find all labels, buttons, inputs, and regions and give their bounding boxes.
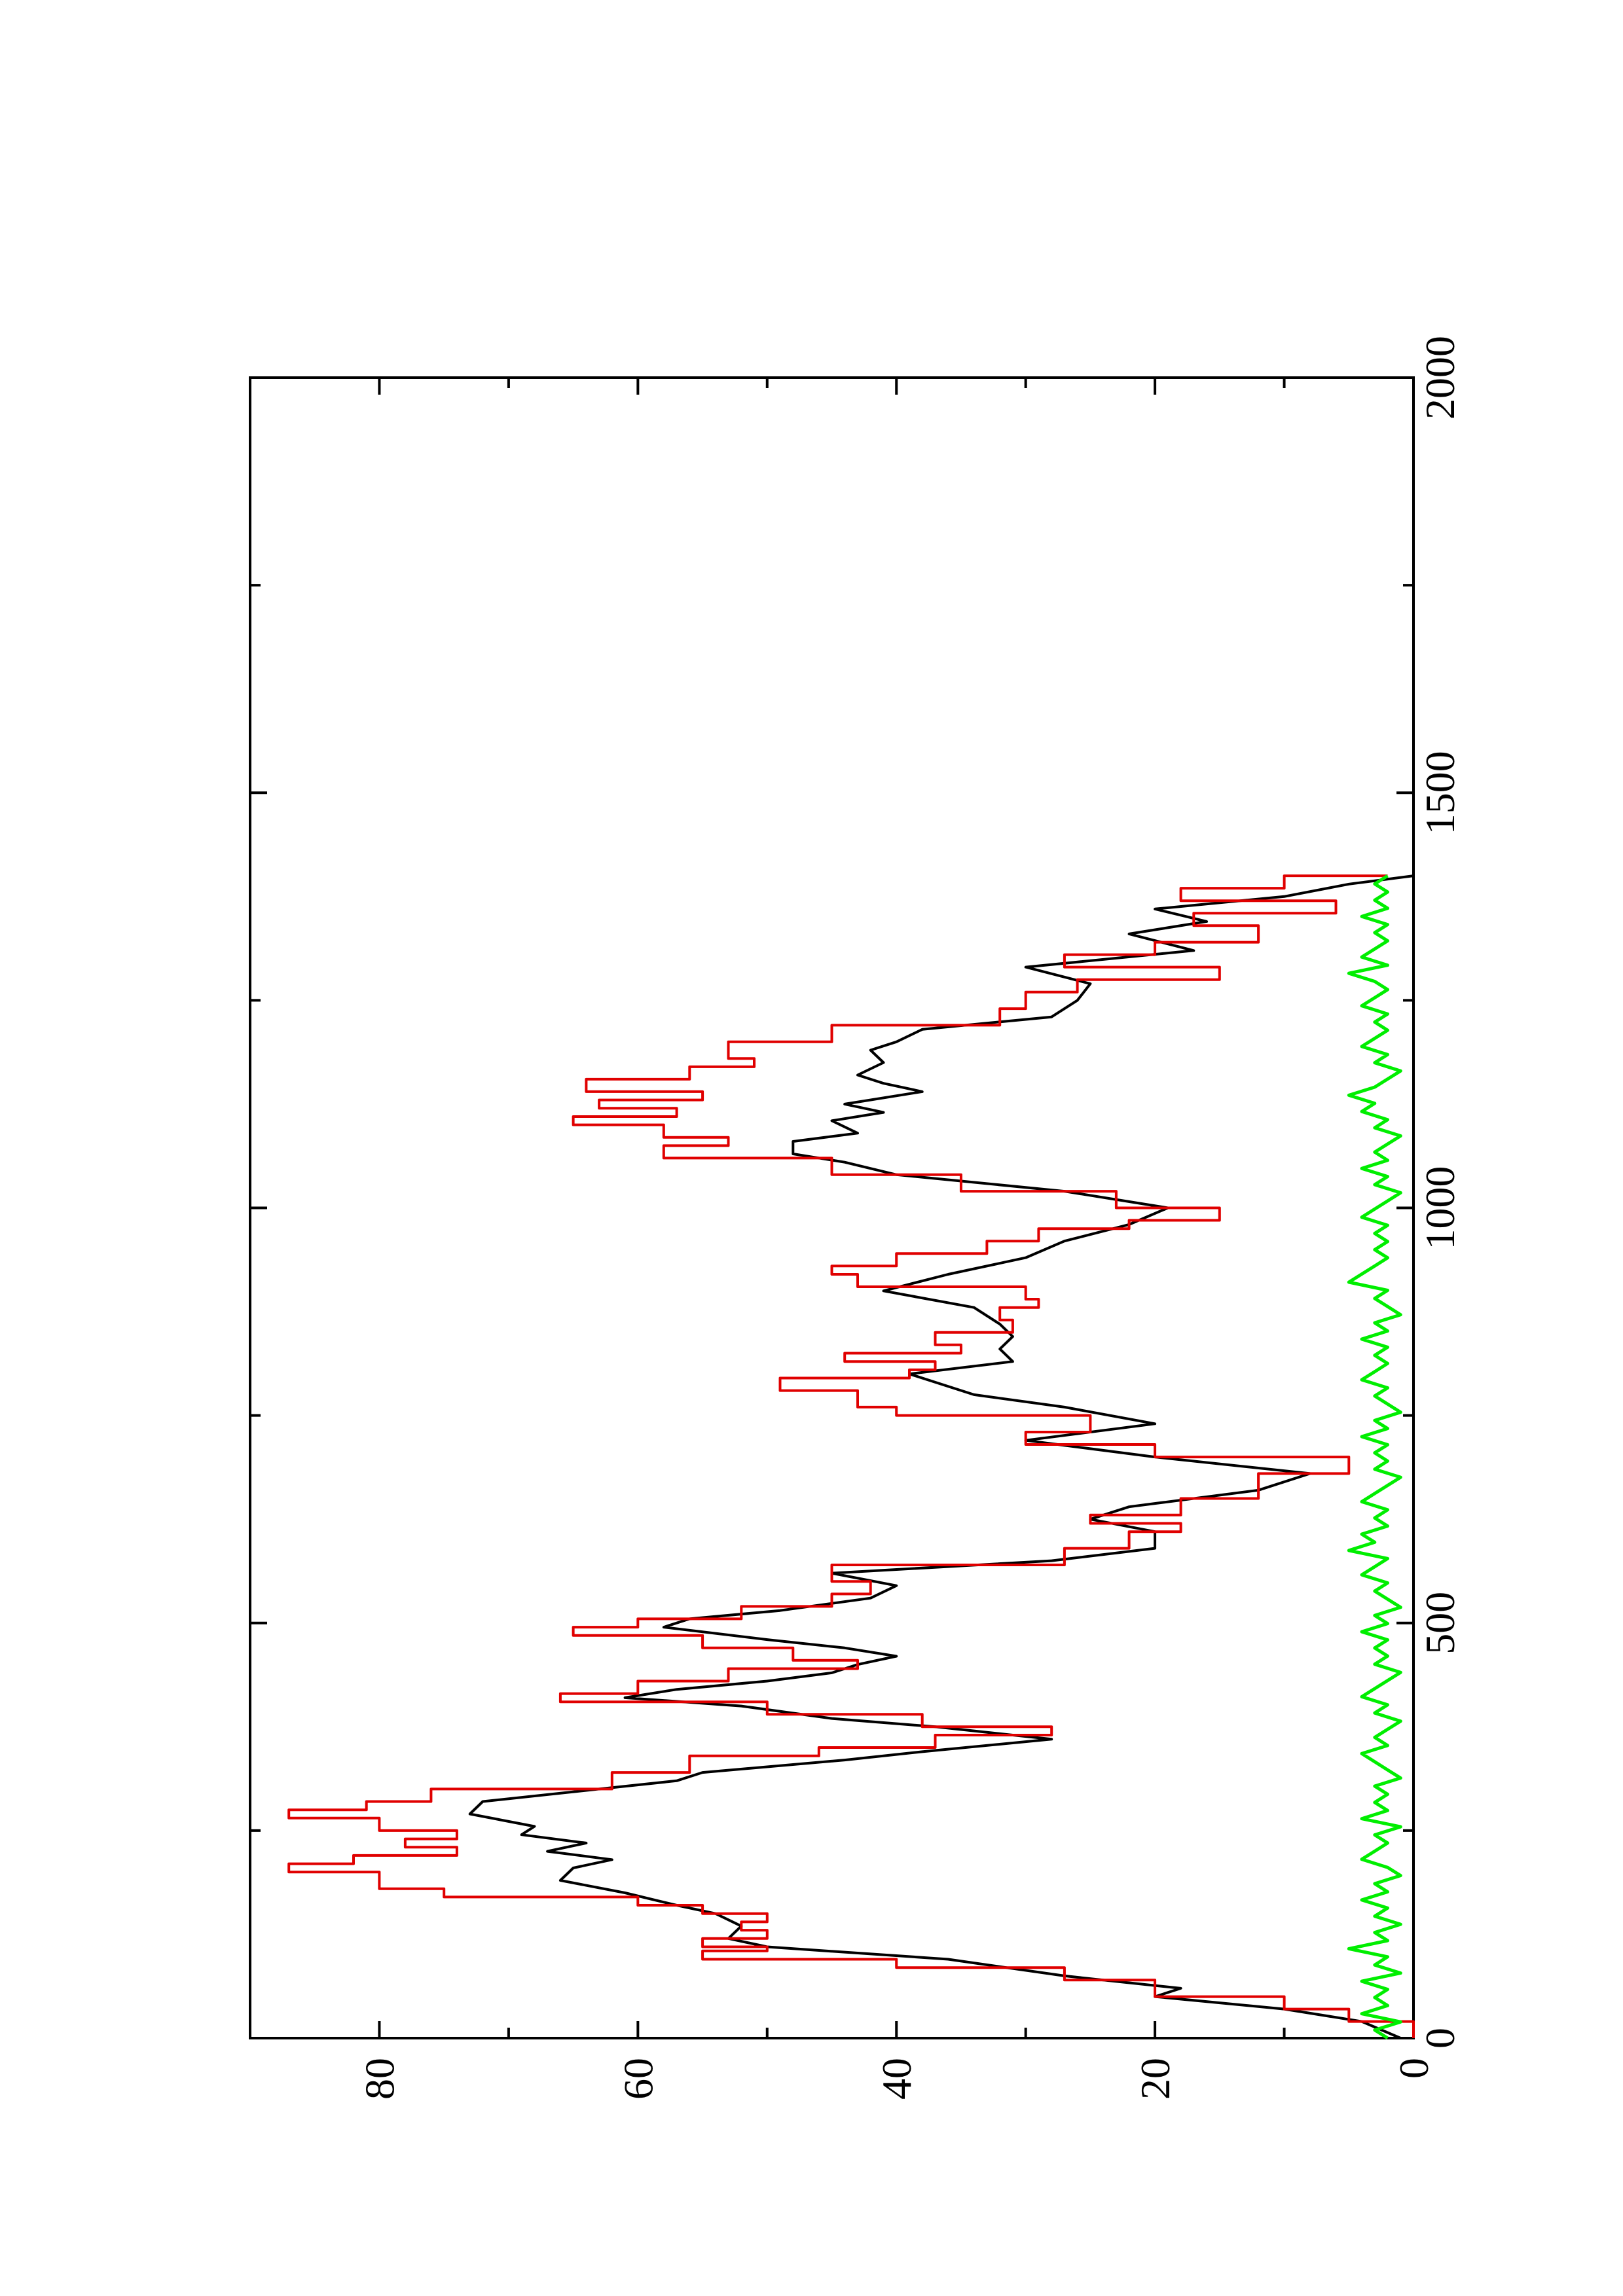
x-tick-label: 500 — [1417, 1592, 1463, 1655]
y-tick-label: 80 — [356, 2058, 403, 2100]
x-tick-label: 1000 — [1417, 1166, 1463, 1250]
series-line-3 — [1347, 874, 1402, 2040]
series-group — [287, 874, 1415, 2040]
y-tick-label: 20 — [1132, 2058, 1178, 2100]
x-tick-label: 1500 — [1417, 751, 1463, 834]
tick-labels: 0 500 1000 1500 2000 0 20 40 60 80 — [356, 336, 1463, 2100]
y-tick-label: 40 — [873, 2058, 920, 2100]
x-tick-label: 2000 — [1417, 336, 1463, 420]
series-line-1 — [468, 874, 1414, 2039]
plot-frame — [249, 376, 1415, 2039]
y-tick-label: 0 — [1391, 2058, 1437, 2079]
series-line-2 — [287, 874, 1415, 2038]
y-tick-label: 60 — [615, 2058, 661, 2100]
axis-ticks — [249, 376, 1415, 2039]
x-tick-label: 0 — [1417, 2028, 1463, 2049]
